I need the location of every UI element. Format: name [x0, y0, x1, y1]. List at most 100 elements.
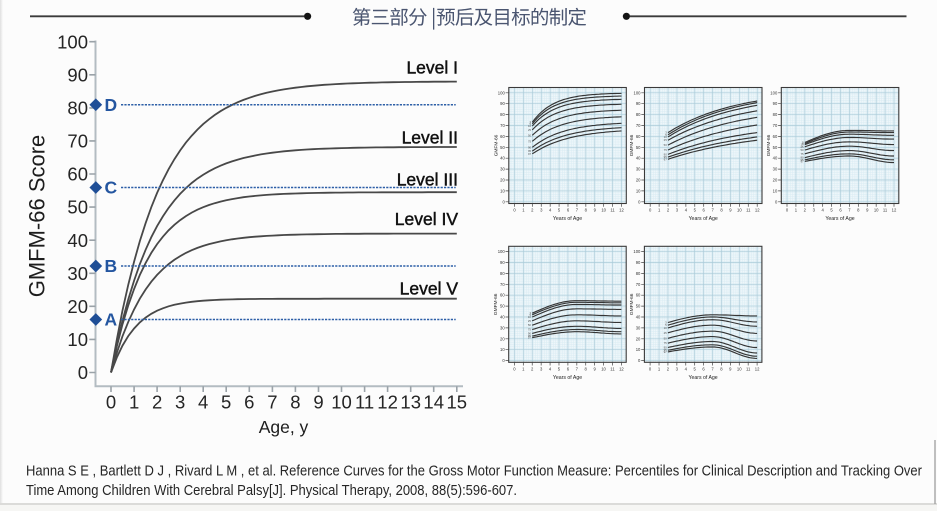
svg-text:10: 10	[636, 347, 641, 352]
svg-text:3: 3	[665, 321, 667, 325]
svg-text:0: 0	[638, 199, 641, 204]
svg-text:5: 5	[221, 392, 231, 413]
svg-text:2: 2	[152, 392, 162, 413]
svg-text:5: 5	[530, 122, 532, 126]
svg-text:90: 90	[664, 346, 668, 350]
svg-text:75: 75	[800, 152, 804, 156]
svg-text:3: 3	[540, 366, 543, 371]
svg-text:5: 5	[558, 208, 561, 213]
svg-text:2: 2	[531, 208, 534, 213]
svg-text:4: 4	[198, 392, 208, 413]
svg-text:30: 30	[636, 167, 641, 172]
svg-text:13: 13	[400, 392, 421, 413]
svg-text:25: 25	[800, 145, 804, 149]
svg-text:50: 50	[528, 323, 532, 327]
svg-text:8: 8	[720, 208, 723, 213]
svg-text:90: 90	[773, 101, 778, 106]
svg-text:40: 40	[636, 156, 641, 161]
svg-text:30: 30	[500, 167, 505, 172]
svg-text:9: 9	[594, 208, 597, 213]
svg-text:Level IV: Level IV	[395, 209, 459, 229]
svg-text:25: 25	[664, 331, 668, 335]
svg-text:10: 10	[737, 208, 742, 213]
svg-text:40: 40	[500, 315, 505, 320]
svg-text:50: 50	[636, 145, 641, 150]
svg-text:1: 1	[658, 366, 661, 371]
svg-text:7: 7	[267, 392, 277, 413]
svg-text:0: 0	[502, 358, 505, 363]
svg-text:0: 0	[649, 366, 652, 371]
svg-text:GMFM-66: GMFM-66	[493, 134, 499, 156]
svg-text:20: 20	[500, 336, 505, 341]
svg-text:95: 95	[664, 348, 668, 352]
svg-text:70: 70	[500, 282, 505, 287]
svg-text:11: 11	[610, 366, 615, 371]
svg-text:70: 70	[636, 282, 641, 287]
svg-text:20: 20	[500, 178, 505, 183]
svg-text:50: 50	[664, 336, 668, 340]
svg-text:8: 8	[585, 208, 588, 213]
svg-text:7: 7	[711, 208, 714, 213]
svg-text:40: 40	[500, 156, 505, 161]
svg-text:10: 10	[636, 188, 641, 193]
svg-text:50: 50	[500, 145, 505, 150]
svg-text:100: 100	[633, 249, 641, 254]
svg-text:10: 10	[601, 208, 606, 213]
svg-text:80: 80	[636, 112, 641, 117]
svg-text:12: 12	[619, 208, 624, 213]
svg-text:Years of Age: Years of Age	[825, 216, 854, 222]
svg-text:9: 9	[593, 366, 596, 371]
svg-text:50: 50	[800, 148, 804, 152]
svg-text:90: 90	[800, 156, 804, 160]
svg-text:95: 95	[528, 334, 532, 338]
svg-text:20: 20	[636, 336, 641, 341]
svg-text:50: 50	[664, 143, 668, 147]
svg-text:80: 80	[500, 271, 505, 276]
svg-text:7: 7	[711, 366, 714, 371]
svg-text:4: 4	[685, 366, 688, 371]
svg-text:3: 3	[175, 392, 185, 413]
svg-text:9: 9	[729, 208, 732, 213]
svg-text:20: 20	[67, 296, 88, 317]
svg-text:11: 11	[746, 366, 751, 371]
svg-text:97: 97	[528, 336, 532, 340]
svg-text:Level V: Level V	[400, 278, 459, 298]
svg-text:0: 0	[775, 199, 778, 204]
svg-text:Years of Age: Years of Age	[553, 216, 582, 222]
svg-text:GMFM-66: GMFM-66	[766, 134, 772, 156]
svg-text:4: 4	[821, 208, 824, 213]
svg-text:3: 3	[540, 208, 543, 213]
svg-text:25: 25	[528, 128, 532, 132]
svg-text:D: D	[105, 95, 118, 115]
svg-text:2: 2	[531, 366, 534, 371]
svg-text:50: 50	[636, 304, 641, 309]
svg-text:1: 1	[522, 366, 525, 371]
svg-text:6: 6	[567, 208, 570, 213]
svg-text:40: 40	[773, 156, 778, 161]
svg-text:40: 40	[636, 315, 641, 320]
svg-text:8: 8	[720, 366, 723, 371]
svg-text:6: 6	[702, 366, 705, 371]
svg-text:10: 10	[601, 366, 606, 371]
svg-text:7: 7	[848, 208, 851, 213]
svg-text:95: 95	[664, 155, 668, 159]
svg-text:95: 95	[800, 158, 804, 162]
svg-text:5: 5	[694, 366, 697, 371]
svg-text:3: 3	[529, 311, 531, 315]
svg-text:20: 20	[773, 178, 778, 183]
svg-text:3: 3	[676, 208, 679, 213]
svg-text:1: 1	[795, 208, 798, 213]
svg-text:100: 100	[498, 249, 506, 254]
svg-text:C: C	[105, 178, 118, 198]
svg-text:6: 6	[567, 366, 570, 371]
svg-text:11: 11	[355, 392, 374, 413]
svg-text:10: 10	[737, 366, 742, 371]
svg-text:7: 7	[576, 366, 579, 371]
svg-text:50: 50	[500, 304, 505, 309]
svg-text:6: 6	[703, 208, 706, 213]
svg-text:70: 70	[636, 123, 641, 128]
svg-text:Hanna S E , Bartlett D J , Riv: Hanna S E , Bartlett D J , Rivard L M , …	[26, 464, 922, 480]
svg-text:11: 11	[883, 208, 888, 213]
svg-text:100: 100	[770, 90, 778, 95]
svg-text:1: 1	[129, 392, 139, 413]
